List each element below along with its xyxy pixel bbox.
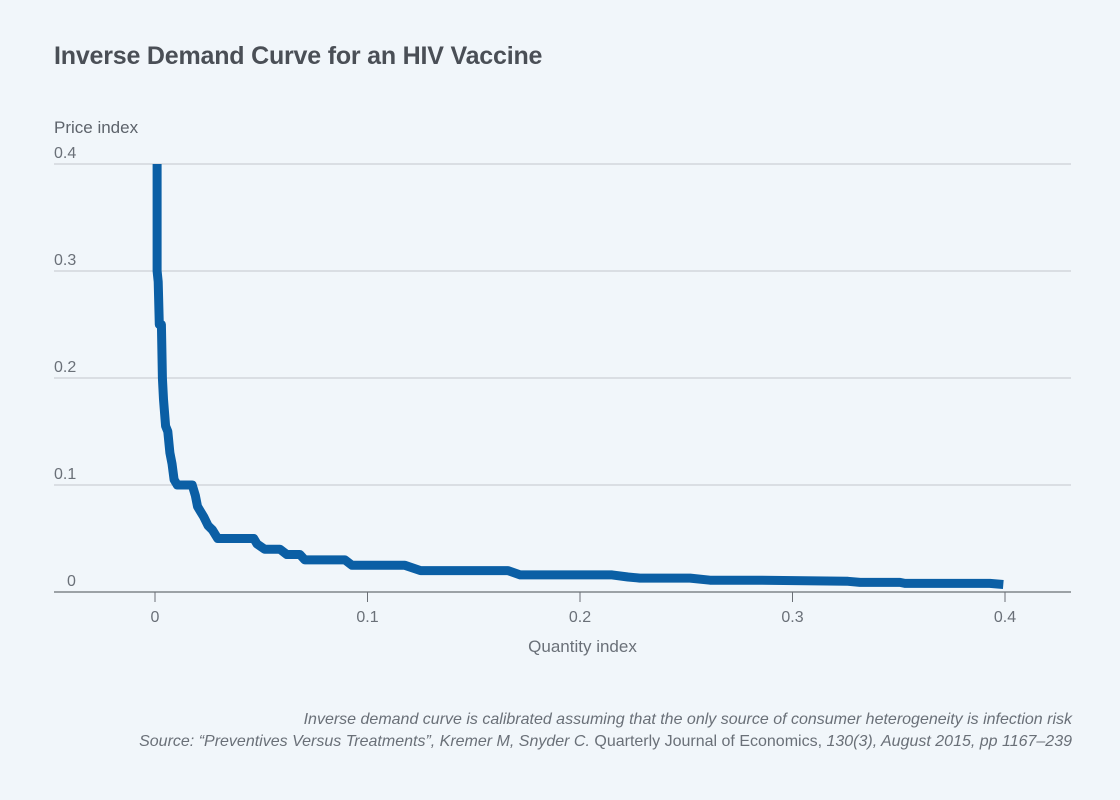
y-tick-label: 0.3 [54, 252, 76, 269]
source-line: Source: “Preventives Versus Treatments”,… [139, 731, 1072, 753]
x-tick-label: 0 [151, 609, 160, 626]
x-tick-label: 0.2 [569, 609, 591, 626]
chart-notes: Inverse demand curve is calibrated assum… [139, 709, 1072, 753]
y-tick-label: 0 [67, 573, 76, 590]
x-tick-label: 0.1 [356, 609, 378, 626]
source-prefix: Source: “Preventives Versus Treatments”,… [139, 733, 590, 750]
x-tick-label: 0.3 [781, 609, 803, 626]
demand-curve-line [152, 164, 1004, 589]
x-tick-label: 0.4 [994, 609, 1016, 626]
gridlines [54, 163, 1071, 486]
x-axis: 0 0.1 0.2 0.3 0.4 [54, 591, 1071, 626]
y-axis-title: Price index [54, 118, 139, 137]
y-tick-labels: 0 0.1 0.2 0.3 0.4 [54, 145, 76, 590]
chart-title: Inverse Demand Curve for an HIV Vaccine [54, 42, 543, 70]
note-text: Inverse demand curve is calibrated assum… [303, 711, 1072, 728]
x-axis-title: Quantity index [528, 637, 637, 656]
y-tick-label: 0.1 [54, 466, 76, 483]
source-suffix: 130(3), August 2015, pp 1167–239 [822, 733, 1072, 750]
note-line: Inverse demand curve is calibrated assum… [139, 709, 1072, 731]
y-tick-label: 0.2 [54, 359, 76, 376]
series-layer [152, 164, 1004, 589]
source-journal: Quarterly Journal of Economics, [589, 733, 823, 750]
y-tick-label: 0.4 [54, 145, 76, 162]
